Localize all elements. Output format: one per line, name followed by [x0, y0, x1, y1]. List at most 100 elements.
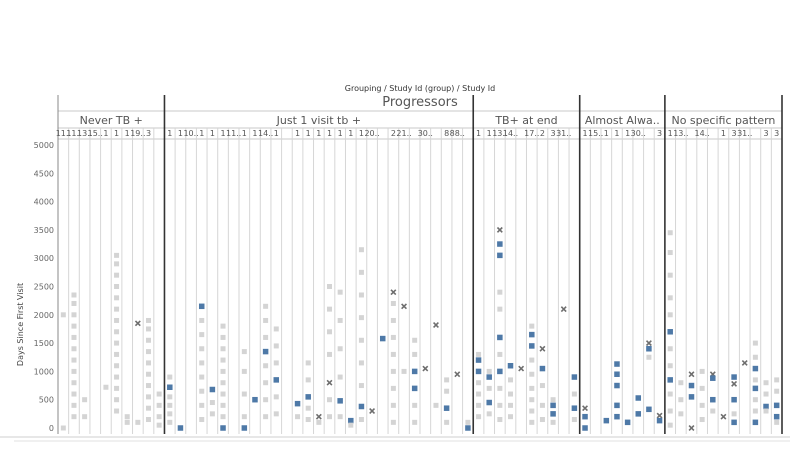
column-label: 1 — [252, 129, 257, 138]
data-point-grey — [390, 300, 396, 306]
data-point-grey — [220, 380, 226, 386]
data-point-blue — [486, 374, 492, 380]
data-point-blue — [497, 334, 503, 341]
cross-stroke — [539, 345, 546, 352]
data-point-grey — [263, 397, 269, 403]
data-point-grey — [124, 414, 130, 420]
data-point-blue — [582, 425, 588, 431]
data-point-blue — [614, 402, 620, 409]
cross-stroke — [369, 408, 376, 414]
data-point-grey — [167, 411, 173, 417]
data-point-blue — [624, 419, 631, 426]
data-point-grey — [263, 380, 269, 386]
data-point-grey — [263, 317, 269, 323]
data-point-blue — [667, 377, 673, 383]
column-label: 1 — [327, 129, 332, 138]
column-label: 3 — [732, 129, 737, 138]
data-point-grey — [114, 317, 120, 323]
cross-stroke — [688, 371, 695, 378]
data-point-blue — [411, 368, 418, 375]
cross-stroke — [720, 413, 727, 420]
y-axis-label-group: Days Since First Visit — [16, 283, 25, 366]
data-point-blue — [497, 368, 503, 375]
data-point-grey — [60, 425, 66, 431]
data-point-grey — [156, 402, 162, 408]
y-tick-label: 1000 — [34, 367, 54, 376]
data-point-grey — [220, 334, 226, 340]
data-point-grey — [263, 414, 269, 420]
data-point-grey — [327, 284, 332, 289]
column-label: 1 — [604, 129, 609, 138]
y-tick-label: 1500 — [34, 339, 54, 348]
data-point-cross — [720, 413, 727, 420]
column-label: 17.. — [524, 129, 539, 138]
data-point-grey — [263, 363, 269, 369]
column-label: 88.. — [450, 129, 465, 138]
data-point-cross — [688, 425, 695, 431]
data-point-grey — [774, 419, 780, 425]
column-label: 1 — [338, 129, 343, 138]
data-point-grey — [390, 368, 396, 374]
data-point-blue — [688, 394, 695, 400]
chart-title: Progressors — [382, 95, 458, 110]
column-label: 1 — [316, 129, 321, 138]
column-label: 21.. — [396, 129, 411, 138]
data-point-grey — [146, 317, 151, 323]
data-point-grey — [316, 419, 322, 425]
data-point-blue — [635, 395, 642, 401]
column-label: 1 — [220, 129, 225, 138]
y-tick-label: 5000 — [34, 141, 54, 150]
data-point-cross — [134, 320, 141, 327]
data-point-blue — [241, 425, 248, 431]
data-point-grey — [337, 317, 343, 323]
data-point-blue — [167, 384, 173, 390]
data-point-grey — [273, 343, 279, 349]
data-point-blue — [198, 303, 205, 310]
data-point-grey — [71, 357, 77, 363]
group-label: Almost Alwa.. — [585, 114, 660, 127]
data-point-grey — [390, 419, 396, 425]
column-label: 8 — [444, 129, 449, 138]
data-point-grey — [114, 408, 120, 414]
data-point-cross — [656, 412, 663, 419]
data-point-grey — [752, 354, 758, 360]
data-point-blue — [635, 411, 642, 417]
y-axis: 0 500 1000 1500 2000 2500 3000 3500 4000 4500 5000 — [34, 141, 54, 433]
data-point-grey — [412, 402, 418, 408]
data-point-grey — [699, 417, 705, 423]
data-point-grey — [82, 414, 88, 420]
data-point-grey — [305, 405, 311, 411]
group-label: Never TB + — [80, 114, 143, 127]
data-point-grey — [71, 346, 77, 352]
cross-stroke — [656, 412, 663, 419]
data-point-grey — [146, 349, 151, 355]
data-point-grey — [114, 351, 120, 357]
data-point-blue — [497, 252, 503, 259]
data-point-grey — [82, 397, 88, 403]
column-label: 2 — [540, 129, 545, 138]
data-point-grey — [241, 414, 247, 420]
column-label: 3 — [551, 129, 556, 138]
y-tick-label: 2500 — [34, 283, 54, 292]
data-point-blue — [177, 425, 184, 431]
column-label: 3 — [657, 129, 662, 138]
data-point-grey — [146, 360, 151, 366]
data-point-blue — [646, 406, 652, 413]
cross-stroke — [560, 306, 567, 313]
data-point-blue — [773, 413, 780, 420]
column-label: 13.. — [492, 129, 507, 138]
data-point-grey — [699, 385, 705, 391]
column-label: 1 — [167, 129, 172, 138]
cross-stroke — [582, 405, 588, 412]
data-point-grey — [114, 329, 120, 335]
data-point-blue — [731, 396, 737, 403]
data-point-grey — [763, 391, 769, 397]
column-label: 3 — [763, 129, 768, 138]
data-point-grey — [508, 414, 513, 420]
data-point-blue — [752, 365, 759, 372]
data-point-blue — [443, 405, 450, 411]
cross-stroke — [645, 340, 652, 347]
data-point-blue — [550, 402, 556, 409]
data-point-grey — [146, 337, 151, 343]
